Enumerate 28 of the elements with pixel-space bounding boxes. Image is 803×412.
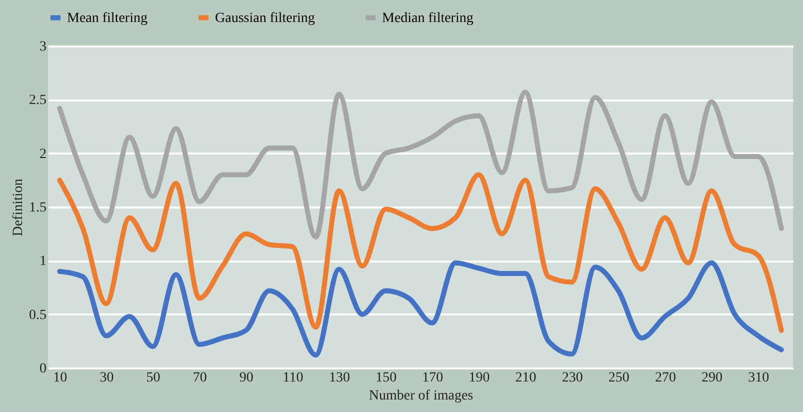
x-tick-label: 70 xyxy=(192,370,207,386)
x-tick-label: 290 xyxy=(702,370,723,386)
x-tick-label: 170 xyxy=(422,370,444,386)
y-axis-title: Definition xyxy=(11,178,26,236)
y-tick-label: 1 xyxy=(40,254,46,270)
legend-label: Mean filtering xyxy=(67,10,148,26)
x-tick-label: 210 xyxy=(515,370,536,386)
legend-label: Median filtering xyxy=(382,10,474,26)
x-tick-label: 270 xyxy=(654,370,676,386)
x-tick-label: 10 xyxy=(53,370,68,386)
x-tick-label: 90 xyxy=(239,370,254,386)
x-tick-label: 310 xyxy=(748,370,770,386)
x-axis-title: Number of images xyxy=(368,388,474,404)
y-tick-label: 2.5 xyxy=(29,93,46,108)
legend-label: Gaussian filtering xyxy=(215,10,315,26)
x-tick-label: 110 xyxy=(282,370,304,386)
x-tick-label: 150 xyxy=(376,370,397,386)
x-tick-label: 50 xyxy=(146,370,160,386)
x-tick-label: 190 xyxy=(468,370,490,386)
y-tick-label: 0.5 xyxy=(29,308,46,323)
x-tick-label: 230 xyxy=(562,370,583,386)
x-tick-label: 250 xyxy=(608,370,630,386)
y-tick-label: 3 xyxy=(40,40,46,54)
y-tick-label: 2 xyxy=(40,146,46,162)
y-tick-label: 0 xyxy=(40,362,46,376)
x-tick-label: 130 xyxy=(329,370,350,386)
y-tick-label: 1.5 xyxy=(29,200,46,216)
x-tick-label: 30 xyxy=(100,370,114,386)
